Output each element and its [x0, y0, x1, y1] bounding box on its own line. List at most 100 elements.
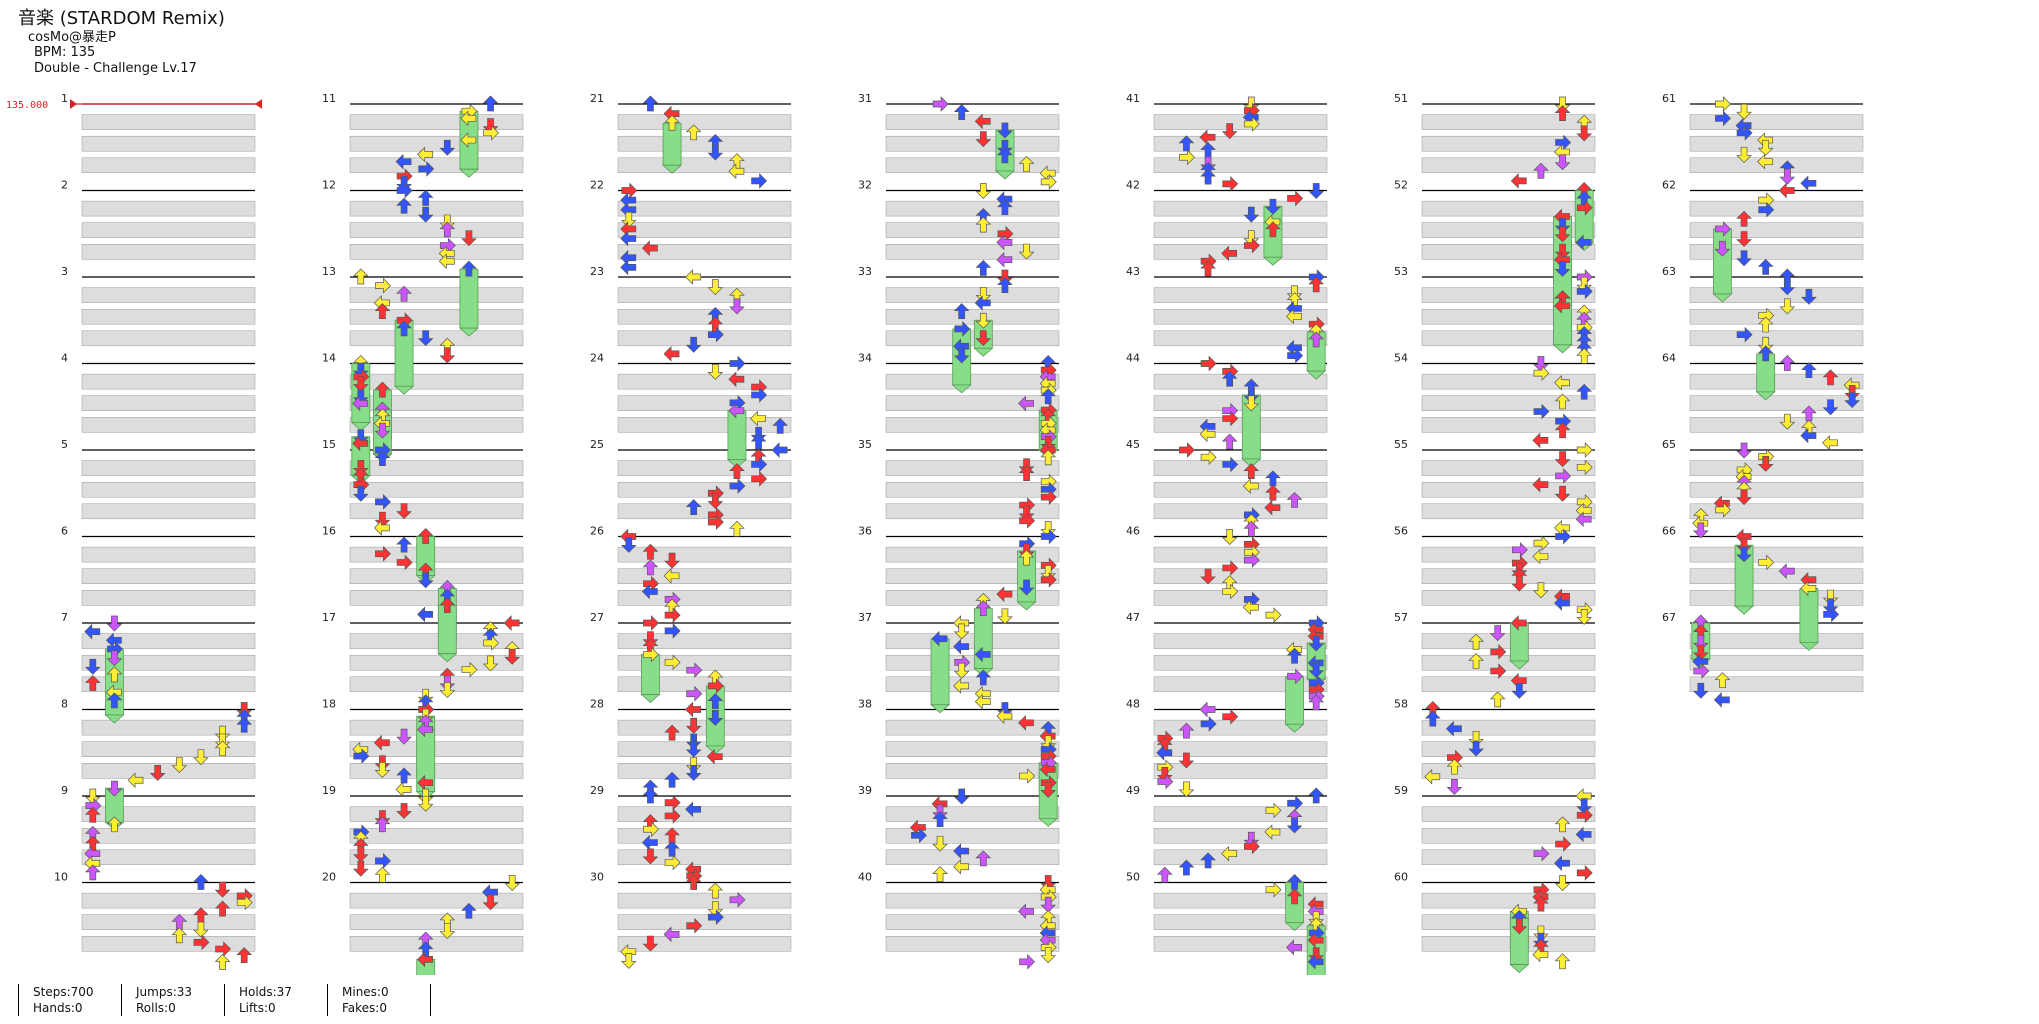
step-chart: 1234567891011121314151617181920212223242… [6, 92, 1864, 975]
step-arrow [417, 721, 434, 738]
beat-band [885, 676, 1060, 693]
beat-band [1689, 287, 1864, 303]
step-arrow [706, 748, 723, 765]
step-arrow [439, 221, 456, 238]
arrow-shape [171, 757, 188, 774]
step-arrow [1308, 331, 1325, 348]
step-arrow [374, 303, 391, 319]
step-arrow [84, 675, 101, 691]
step-arrow [236, 947, 253, 964]
beat-band [349, 936, 524, 952]
step-arrow [1018, 243, 1035, 260]
step-arrow [1736, 210, 1752, 227]
step-arrow [685, 757, 702, 774]
step-arrow [1779, 355, 1796, 371]
arrow-shape [1511, 682, 1528, 699]
arrow-shape [996, 586, 1013, 603]
beat-band [1421, 460, 1596, 476]
step-arrow [685, 124, 702, 141]
beat-band [349, 222, 524, 238]
beat-band [617, 849, 792, 866]
step-arrow [1222, 708, 1239, 725]
arrow-shape [503, 615, 520, 631]
bpm-start-tick [70, 99, 77, 109]
arrow-shape [352, 860, 369, 877]
arrow-shape [1555, 468, 1572, 484]
arrow-shape [1040, 571, 1057, 588]
step-arrow [1243, 387, 1260, 404]
measure-number: 45 [1126, 438, 1140, 451]
step-arrow [236, 894, 253, 911]
step-arrow [396, 285, 412, 302]
beat-band [1153, 481, 1328, 498]
arrow-shape [1757, 258, 1774, 275]
arrow-shape [975, 330, 992, 347]
song-artist: cosMo@暴走P [28, 29, 116, 45]
arrow-shape [1221, 245, 1238, 262]
arrow-shape [1533, 582, 1549, 599]
beat-band [1153, 914, 1328, 930]
arrow-shape [1040, 449, 1057, 466]
beat-band [349, 503, 524, 520]
step-arrow [1242, 478, 1259, 494]
step-arrow [663, 926, 680, 943]
arrow-shape [997, 199, 1013, 216]
step-arrow [1510, 615, 1527, 631]
arrow-shape [1242, 478, 1259, 494]
arrow-shape [1554, 105, 1571, 121]
step-arrow [641, 583, 658, 600]
step-arrow [1446, 758, 1463, 775]
step-arrow [1779, 413, 1796, 430]
step-arrow [1801, 288, 1817, 305]
arrow-shape [953, 104, 970, 121]
step-arrow [106, 650, 123, 667]
hold-tail [930, 704, 951, 714]
step-arrow [1736, 546, 1752, 563]
arrow-shape [953, 347, 970, 364]
beat-band [617, 157, 792, 174]
step-arrow [418, 161, 435, 177]
measure-number: 67 [1662, 611, 1676, 624]
arrow-shape [1308, 787, 1325, 804]
step-arrow [1554, 297, 1570, 314]
step-arrow [1199, 701, 1216, 718]
arrow-shape [482, 655, 499, 672]
measure-number: 61 [1662, 92, 1676, 105]
step-arrow [352, 395, 369, 412]
arrow-shape [396, 320, 412, 337]
step-arrow [1308, 276, 1325, 293]
arrow-shape [974, 113, 991, 130]
arrow-shape [1576, 125, 1593, 142]
step-arrow [1533, 582, 1549, 599]
arrow-shape [663, 567, 680, 584]
arrow-shape [1307, 953, 1324, 970]
arrow-shape [236, 947, 253, 964]
step-arrow [1576, 199, 1593, 216]
stat-lifts: Lifts:0 [239, 1001, 276, 1015]
step-arrow [417, 951, 434, 968]
arrow-shape [1736, 546, 1752, 563]
step-arrow [1156, 866, 1173, 883]
step-arrow [1200, 716, 1217, 732]
arrow-shape [1018, 156, 1035, 172]
arrow-shape [620, 211, 637, 228]
beat-band [1689, 590, 1864, 606]
arrow-shape [1554, 520, 1570, 536]
arrow-shape [1018, 714, 1034, 731]
beat-band [1421, 806, 1596, 822]
step-arrow [1576, 283, 1593, 300]
arrow-shape [1736, 147, 1752, 163]
arrow-shape [1554, 855, 1570, 872]
arrow-shape [1179, 442, 1195, 458]
arrow-shape [1532, 432, 1549, 449]
step-arrow [1243, 520, 1260, 537]
measure-number: 44 [1126, 352, 1140, 365]
step-arrow [707, 882, 724, 899]
beat-band [349, 330, 524, 347]
arrow-shape [84, 623, 101, 640]
arrow-shape [1040, 489, 1057, 506]
arrow-shape [1532, 946, 1549, 963]
step-arrow [1200, 852, 1216, 869]
arrow-shape [1822, 589, 1839, 606]
beat-band [617, 244, 792, 260]
